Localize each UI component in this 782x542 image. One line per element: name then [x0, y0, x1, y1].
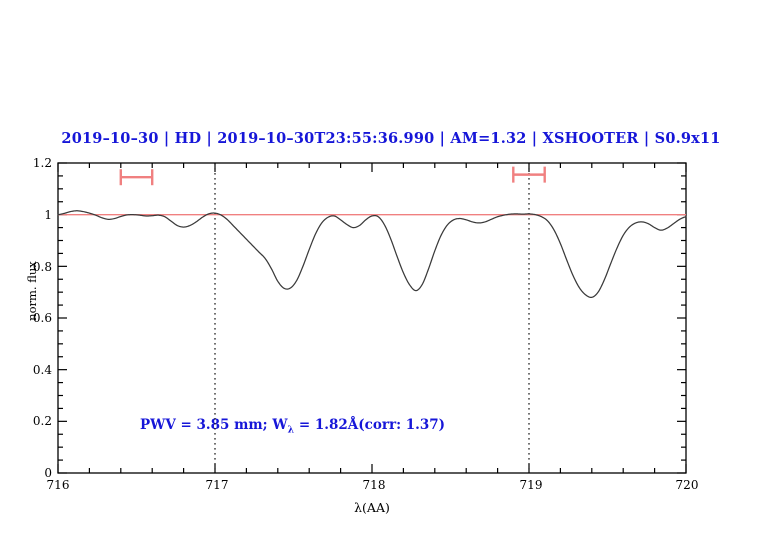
y-tick-label-0: 0: [44, 466, 52, 480]
y-tick-label-0.2: 0.2: [32, 414, 52, 428]
annotation-subscript: λ: [287, 424, 295, 436]
y-tick-label-1.2: 1.2: [32, 156, 52, 170]
y-tick-label-0.6: 0.6: [32, 311, 52, 325]
y-tick-label-0.4: 0.4: [32, 363, 52, 377]
annotation-suffix: = 1.82Å(corr: 1.37): [294, 417, 446, 433]
x-tick-label-720: 720: [675, 478, 699, 492]
spectrum-curve: [57, 210, 687, 299]
error-bar-markers: [119, 166, 546, 186]
x-axis-label: λ(AA): [354, 500, 390, 515]
y-tick-label-1: 1: [44, 208, 52, 222]
x-tick-label-719: 719: [519, 478, 543, 492]
x-tick-label-716: 716: [46, 478, 70, 492]
axis-ticks: [57, 162, 687, 474]
plot-frame: [57, 162, 687, 474]
y-tick-label-0.8: 0.8: [32, 260, 52, 274]
pwv-annotation: PWV = 3.85 mm; Wλ = 1.82Å(corr: 1.37): [140, 417, 445, 436]
plot-title: 2019–10–30 | HD | 2019–10–30T23:55:36.99…: [61, 130, 721, 147]
x-tick-label-718: 718: [362, 478, 386, 492]
x-tick-label-717: 717: [205, 478, 229, 492]
annotation-prefix: PWV = 3.85 mm; W: [140, 417, 288, 433]
vertical-reference-lines: [214, 163, 530, 473]
